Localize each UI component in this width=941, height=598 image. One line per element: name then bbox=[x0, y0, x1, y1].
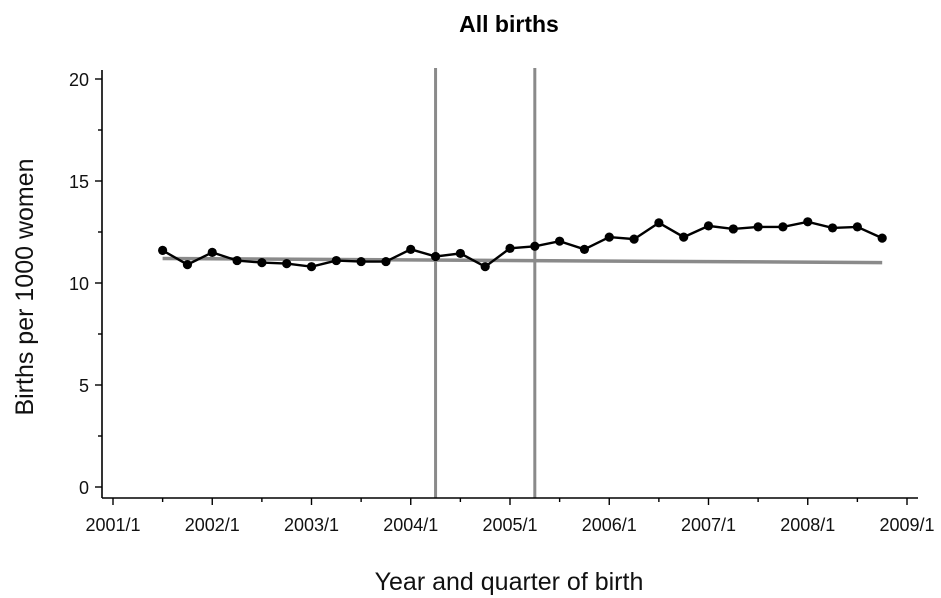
data-point bbox=[306, 262, 317, 272]
data-point bbox=[331, 255, 341, 266]
x-tick-label: 2006/1 bbox=[582, 515, 637, 535]
data-point bbox=[207, 247, 217, 257]
y-tick-label: 15 bbox=[69, 172, 89, 192]
series-group bbox=[158, 217, 887, 272]
x-tick-label: 2005/1 bbox=[482, 515, 537, 535]
y-tick-label: 20 bbox=[69, 70, 89, 90]
data-point bbox=[455, 248, 465, 259]
data-point bbox=[530, 241, 540, 251]
y-tick-label: 0 bbox=[79, 478, 89, 498]
data-point bbox=[406, 244, 416, 254]
x-tick-label: 2002/1 bbox=[185, 515, 240, 535]
data-point bbox=[158, 245, 168, 255]
data-point bbox=[381, 256, 391, 267]
x-tick-label: 2003/1 bbox=[284, 515, 339, 535]
x-axis-label: Year and quarter of birth bbox=[375, 568, 644, 596]
data-point bbox=[505, 243, 515, 253]
data-point bbox=[803, 217, 813, 227]
data-point bbox=[356, 256, 366, 267]
data-point bbox=[654, 218, 664, 228]
data-point bbox=[579, 244, 590, 254]
data-point bbox=[182, 260, 193, 270]
data-point bbox=[555, 236, 565, 246]
data-point bbox=[232, 255, 242, 266]
data-point bbox=[827, 223, 838, 233]
reference-lines bbox=[434, 68, 537, 498]
y-tick-label: 10 bbox=[69, 274, 89, 294]
data-point bbox=[852, 222, 862, 232]
data-point bbox=[480, 262, 490, 272]
data-point bbox=[877, 233, 887, 243]
data-point bbox=[604, 232, 614, 242]
data-point bbox=[257, 258, 267, 268]
x-tick-label: 2001/1 bbox=[85, 515, 140, 535]
x-axis-ticks: 2001/1 2002/1 2003/1 2004/1 2005/1 2006/1 2007… bbox=[85, 498, 935, 535]
data-point bbox=[679, 232, 689, 242]
x-tick-label: 2004/1 bbox=[383, 515, 438, 535]
trend-line bbox=[162, 256, 883, 265]
y-axis-label: Births per 1000 women bbox=[11, 158, 39, 415]
data-point bbox=[430, 251, 441, 262]
y-axis-ticks: 0 5 10 15 20 bbox=[69, 70, 102, 498]
y-tick-label: 5 bbox=[79, 376, 89, 396]
chart-title: All births bbox=[459, 11, 559, 37]
data-point bbox=[728, 224, 738, 234]
data-point bbox=[778, 222, 788, 232]
data-point bbox=[629, 234, 639, 244]
data-point bbox=[753, 222, 763, 232]
data-point bbox=[282, 259, 292, 269]
x-tick-label: 2007/1 bbox=[681, 515, 736, 535]
data-point bbox=[703, 221, 714, 231]
x-tick-label: 2009/1 bbox=[879, 515, 934, 535]
x-tick-label: 2008/1 bbox=[780, 515, 835, 535]
